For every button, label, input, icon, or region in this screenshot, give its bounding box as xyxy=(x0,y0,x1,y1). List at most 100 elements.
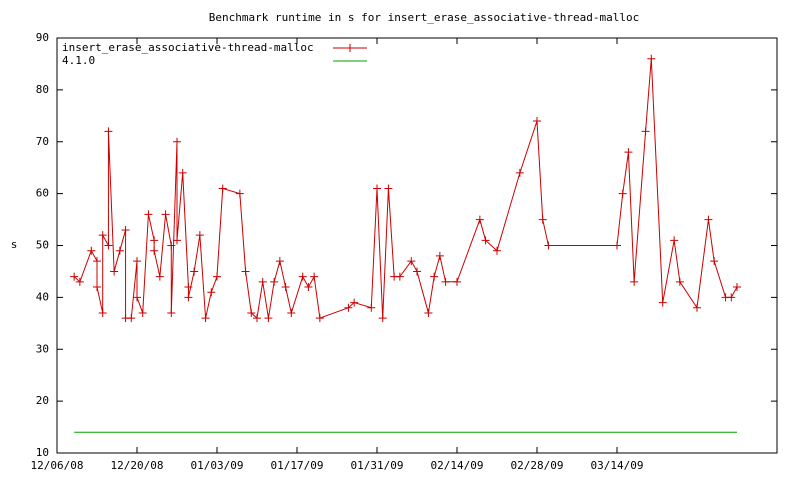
point-marker xyxy=(424,308,433,317)
point-marker xyxy=(378,314,387,323)
point-marker xyxy=(133,257,141,266)
point-marker xyxy=(201,314,210,323)
point-marker xyxy=(258,277,267,286)
y-tick-label: 30 xyxy=(36,342,49,355)
point-marker xyxy=(373,184,381,193)
legend-label: 4.1.0 xyxy=(62,54,95,67)
x-tick-label: 01/17/09 xyxy=(271,459,324,472)
y-tick-label: 50 xyxy=(36,239,49,252)
point-marker xyxy=(247,308,256,317)
y-tick-label: 60 xyxy=(36,187,49,200)
point-marker xyxy=(178,168,187,177)
y-tick-label: 80 xyxy=(36,83,49,96)
point-marker xyxy=(167,241,176,250)
point-marker xyxy=(87,246,96,255)
point-marker xyxy=(624,148,633,157)
x-tick-label: 03/14/09 xyxy=(591,459,644,472)
x-tick-label: 02/28/09 xyxy=(511,459,564,472)
point-marker xyxy=(281,283,290,291)
point-marker xyxy=(481,236,490,245)
point-marker xyxy=(367,303,376,312)
point-marker xyxy=(241,267,250,276)
point-marker xyxy=(150,236,159,245)
point-marker xyxy=(413,267,421,276)
point-marker xyxy=(110,267,119,276)
x-tick-label: 12/06/08 xyxy=(31,459,84,472)
point-marker xyxy=(430,272,439,281)
point-marker xyxy=(613,241,621,250)
point-marker xyxy=(195,231,204,240)
point-marker xyxy=(304,283,313,291)
legend-marker xyxy=(346,44,354,52)
point-marker xyxy=(138,308,147,317)
point-marker xyxy=(618,189,627,198)
point-marker xyxy=(493,246,501,255)
point-marker xyxy=(115,246,124,255)
x-tick-label: 12/20/08 xyxy=(111,459,164,472)
point-marker xyxy=(441,277,450,286)
point-marker xyxy=(155,272,164,281)
point-marker xyxy=(184,283,193,291)
point-marker xyxy=(98,308,107,317)
point-marker xyxy=(235,189,244,198)
point-marker xyxy=(670,236,679,245)
point-marker xyxy=(264,314,273,323)
point-marker xyxy=(190,267,199,276)
series-line xyxy=(73,58,738,320)
point-marker xyxy=(104,127,113,136)
point-marker xyxy=(544,241,553,250)
y-axis-label: s xyxy=(11,238,18,251)
point-marker xyxy=(315,314,324,323)
y-tick-label: 90 xyxy=(36,31,49,44)
y-tick-label: 10 xyxy=(36,446,49,459)
point-marker xyxy=(710,257,719,266)
point-marker xyxy=(133,293,141,302)
x-tick-label: 02/14/09 xyxy=(431,459,484,472)
point-marker xyxy=(184,293,193,302)
point-marker xyxy=(298,272,307,281)
point-marker xyxy=(453,277,461,286)
point-marker xyxy=(395,272,404,281)
y-tick-label: 40 xyxy=(36,290,49,303)
point-marker xyxy=(407,257,416,266)
point-marker xyxy=(704,215,713,224)
y-tick-label: 20 xyxy=(36,394,49,407)
point-marker xyxy=(675,277,684,286)
point-marker xyxy=(161,210,170,219)
point-marker xyxy=(658,298,667,307)
point-marker xyxy=(287,308,296,317)
point-marker xyxy=(727,293,736,302)
point-marker xyxy=(167,308,176,317)
point-marker xyxy=(270,277,279,286)
point-marker xyxy=(630,277,639,286)
point-marker xyxy=(475,215,484,224)
point-marker xyxy=(310,272,319,281)
point-marker xyxy=(344,303,353,312)
point-marker xyxy=(98,231,107,240)
point-marker xyxy=(218,184,227,193)
point-marker xyxy=(641,127,650,136)
point-marker xyxy=(213,272,221,281)
point-marker xyxy=(253,314,261,323)
point-marker xyxy=(275,257,284,266)
point-marker xyxy=(173,137,181,146)
point-marker xyxy=(693,303,701,312)
point-marker xyxy=(350,298,359,307)
point-marker xyxy=(207,288,216,297)
point-marker xyxy=(647,54,656,63)
point-marker xyxy=(533,117,541,125)
legend-label: insert_erase_associative-thread-malloc xyxy=(62,41,314,54)
point-marker xyxy=(121,225,130,234)
point-marker xyxy=(384,184,393,193)
point-marker xyxy=(150,246,159,255)
point-marker xyxy=(515,168,524,177)
y-tick-label: 70 xyxy=(36,135,49,148)
chart-title: Benchmark runtime in s for insert_erase_… xyxy=(209,11,639,24)
x-tick-label: 01/31/09 xyxy=(351,459,404,472)
point-marker xyxy=(733,283,741,291)
point-marker xyxy=(93,257,101,266)
point-marker xyxy=(104,241,113,250)
